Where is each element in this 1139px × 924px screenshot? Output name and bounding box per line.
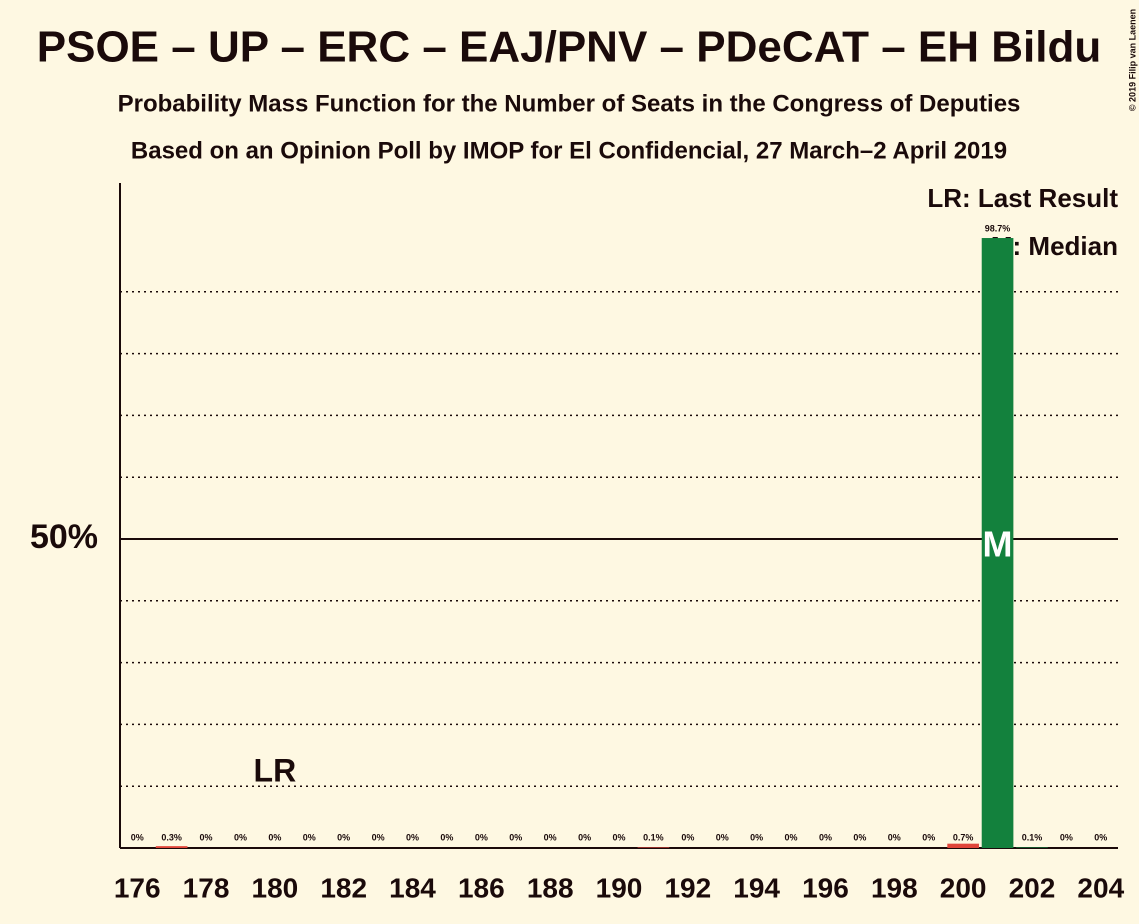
value-label: 0%: [612, 832, 625, 842]
value-label: 0%: [234, 832, 247, 842]
value-label: 0%: [681, 832, 694, 842]
x-tick-label: 196: [802, 872, 849, 903]
x-tick-label: 202: [1009, 872, 1056, 903]
x-tick-label: 198: [871, 872, 918, 903]
x-tick-label: 190: [596, 872, 643, 903]
value-label: 0%: [578, 832, 591, 842]
value-label: 0%: [440, 832, 453, 842]
value-label: 98.7%: [985, 223, 1011, 233]
value-label: 0.1%: [643, 832, 664, 842]
value-label: 0%: [750, 832, 763, 842]
copyright: © 2019 Filip van Laenen: [1127, 9, 1137, 111]
value-label: 0%: [819, 832, 832, 842]
value-label: 0%: [200, 832, 213, 842]
bar: [947, 843, 979, 848]
value-label: 0%: [716, 832, 729, 842]
x-tick-label: 178: [183, 872, 230, 903]
x-tick-label: 200: [940, 872, 987, 903]
x-tick-label: 192: [664, 872, 711, 903]
value-label: 0%: [922, 832, 935, 842]
median-marker: M: [983, 524, 1013, 565]
x-tick-label: 176: [114, 872, 161, 903]
bar: [155, 846, 188, 848]
value-label: 0%: [372, 832, 385, 842]
bar: [981, 238, 1014, 848]
value-label: 0%: [509, 832, 522, 842]
chart-title: PSOE – UP – ERC – EAJ/PNV – PDeCAT – EH …: [37, 23, 1101, 72]
x-tick-label: 186: [458, 872, 505, 903]
value-label: 0%: [337, 832, 350, 842]
chart-subtitle: Probability Mass Function for the Number…: [118, 90, 1021, 117]
x-tick-label: 180: [252, 872, 299, 903]
x-tick-label: 194: [733, 872, 780, 903]
value-label: 0%: [853, 832, 866, 842]
value-label: 0%: [785, 832, 798, 842]
value-label: 0%: [268, 832, 281, 842]
chart-subtitle: Based on an Opinion Poll by IMOP for El …: [131, 137, 1007, 164]
value-label: 0%: [1094, 832, 1107, 842]
legend-entry: LR: Last Result: [927, 183, 1118, 213]
value-label: 0.7%: [953, 832, 974, 842]
value-label: 0%: [1060, 832, 1073, 842]
last-result-marker: LR: [254, 752, 297, 788]
y-tick-label: 50%: [30, 518, 98, 556]
value-label: 0%: [475, 832, 488, 842]
bar: [637, 847, 670, 848]
bar: [1016, 847, 1048, 848]
x-tick-label: 182: [320, 872, 367, 903]
value-label: 0.3%: [161, 832, 182, 842]
value-label: 0%: [303, 832, 316, 842]
x-tick-label: 204: [1077, 872, 1124, 903]
x-tick-label: 188: [527, 872, 574, 903]
x-tick-label: 184: [389, 872, 436, 903]
value-label: 0%: [131, 832, 144, 842]
value-label: 0.1%: [1022, 832, 1043, 842]
value-label: 0%: [544, 832, 557, 842]
value-label: 0%: [406, 832, 419, 842]
value-label: 0%: [888, 832, 901, 842]
